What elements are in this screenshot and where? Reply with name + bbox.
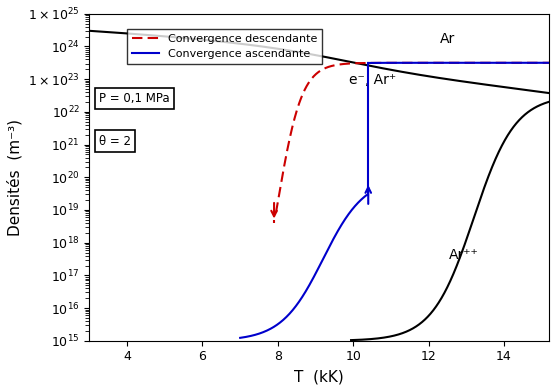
Legend: Convergence descendante, Convergence ascendante: Convergence descendante, Convergence asc… <box>127 29 322 64</box>
Text: Ar: Ar <box>440 32 455 46</box>
Y-axis label: Densités  (m⁻³): Densités (m⁻³) <box>7 119 22 236</box>
Text: e⁻, Ar⁺: e⁻, Ar⁺ <box>349 73 396 87</box>
Text: P = 0,1 MPa: P = 0,1 MPa <box>99 92 170 105</box>
X-axis label: T  (kK): T (kK) <box>294 369 344 384</box>
Text: θ = 2: θ = 2 <box>99 135 131 147</box>
Text: Ar⁺⁺: Ar⁺⁺ <box>449 248 479 262</box>
